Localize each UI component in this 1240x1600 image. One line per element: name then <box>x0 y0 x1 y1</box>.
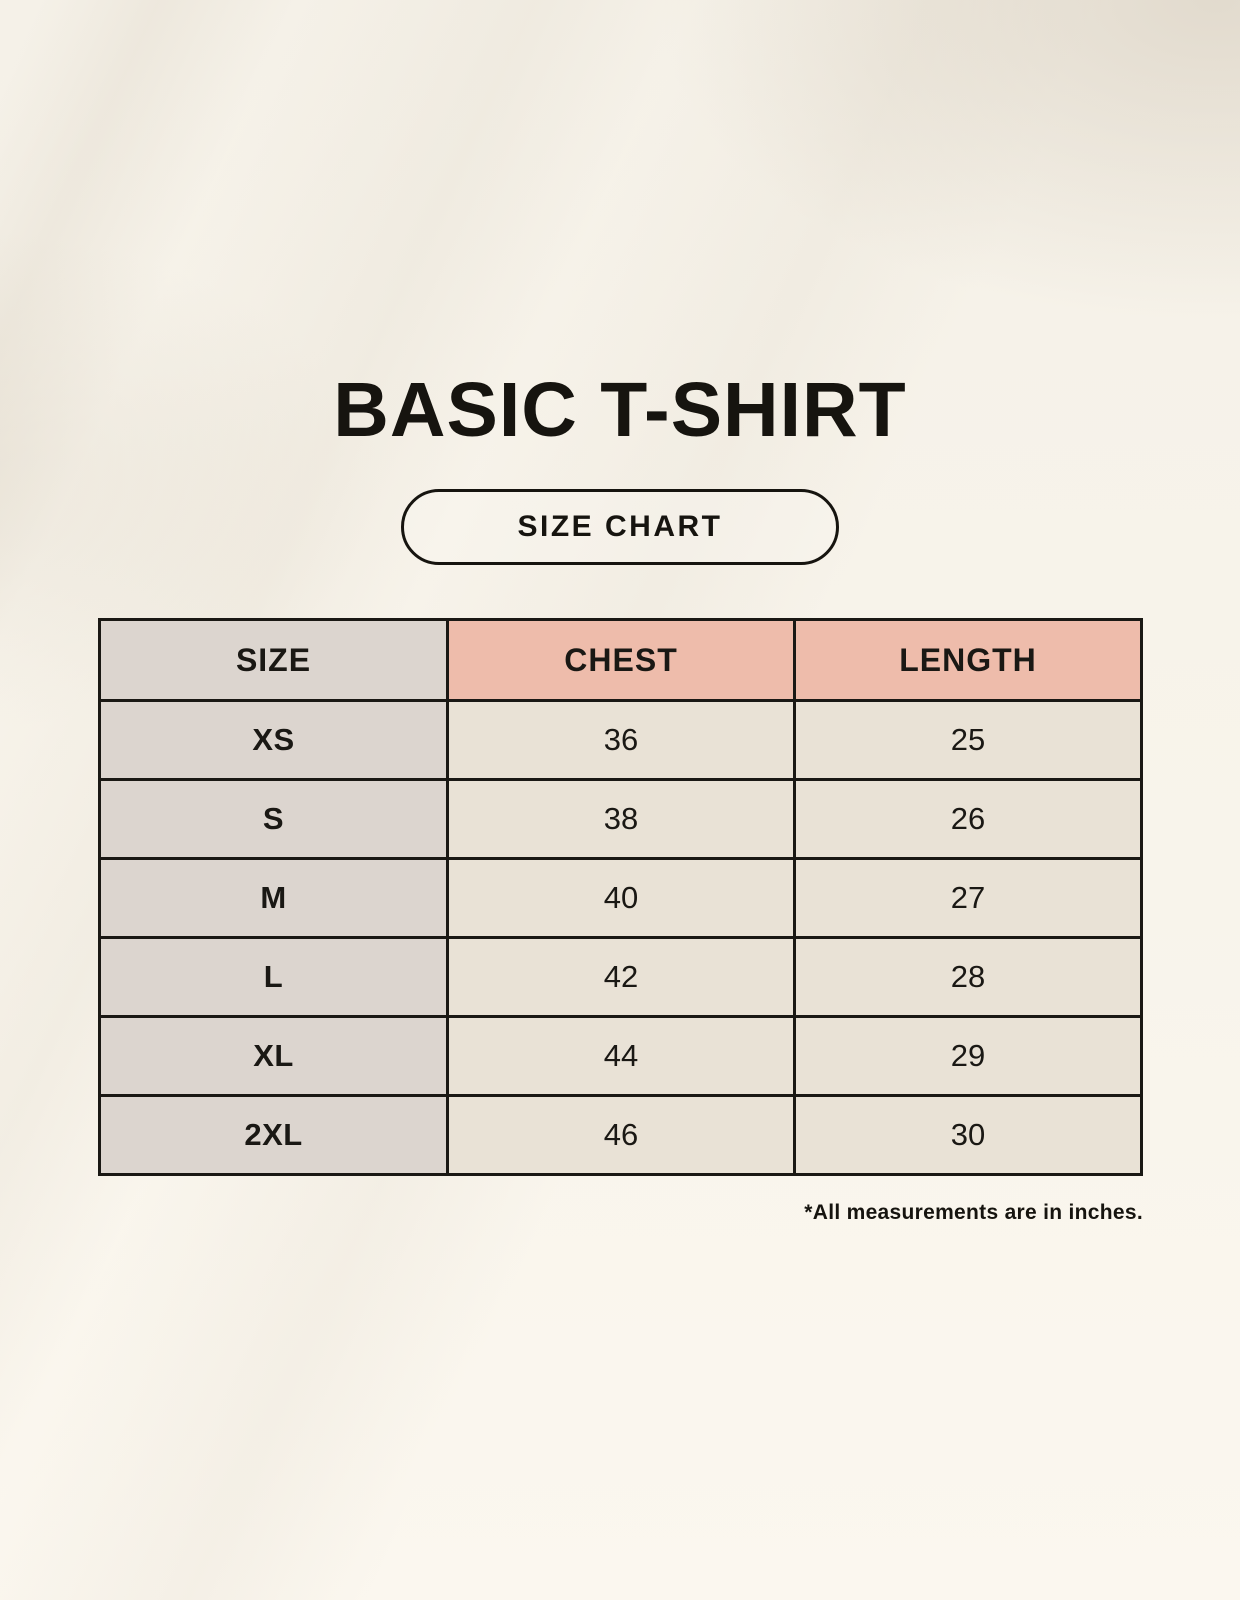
size-cell: L <box>97 936 450 1018</box>
table-row: XL 44 29 <box>97 1015 1143 1097</box>
size-cell: XL <box>97 1015 450 1097</box>
header-row: SIZE CHEST LENGTH <box>97 618 1143 702</box>
column-header-size: SIZE <box>97 618 450 702</box>
table-row: XS 36 25 <box>97 699 1143 781</box>
table-row: L 42 28 <box>97 936 1143 1018</box>
size-cell: M <box>97 857 450 939</box>
product-title: BASIC T-SHIRT <box>333 367 907 453</box>
length-cell: 25 <box>793 699 1143 781</box>
chest-cell: 42 <box>446 936 796 1018</box>
chest-cell: 46 <box>446 1094 796 1176</box>
length-cell: 26 <box>793 778 1143 860</box>
table-row: 2XL 46 30 <box>97 1094 1143 1176</box>
chest-cell: 40 <box>446 857 796 939</box>
size-chart-badge[interactable]: SIZE CHART <box>401 489 839 565</box>
chest-cell: 36 <box>446 699 796 781</box>
length-cell: 27 <box>793 857 1143 939</box>
measurements-footnote: *All measurements are in inches. <box>804 1201 1143 1224</box>
length-cell: 29 <box>793 1015 1143 1097</box>
size-cell: S <box>97 778 450 860</box>
size-cell: 2XL <box>97 1094 450 1176</box>
column-header-length: LENGTH <box>793 618 1143 702</box>
size-chart-badge-label: SIZE CHART <box>517 510 723 543</box>
chest-cell: 44 <box>446 1015 796 1097</box>
size-chart-table: SIZE CHEST LENGTH XS 36 25 S 38 26 M 40 … <box>97 618 1143 1176</box>
column-header-chest: CHEST <box>446 618 796 702</box>
table-row: M 40 27 <box>97 857 1143 939</box>
length-cell: 30 <box>793 1094 1143 1176</box>
size-cell: XS <box>97 699 450 781</box>
table-row: S 38 26 <box>97 778 1143 860</box>
length-cell: 28 <box>793 936 1143 1018</box>
chest-cell: 38 <box>446 778 796 860</box>
